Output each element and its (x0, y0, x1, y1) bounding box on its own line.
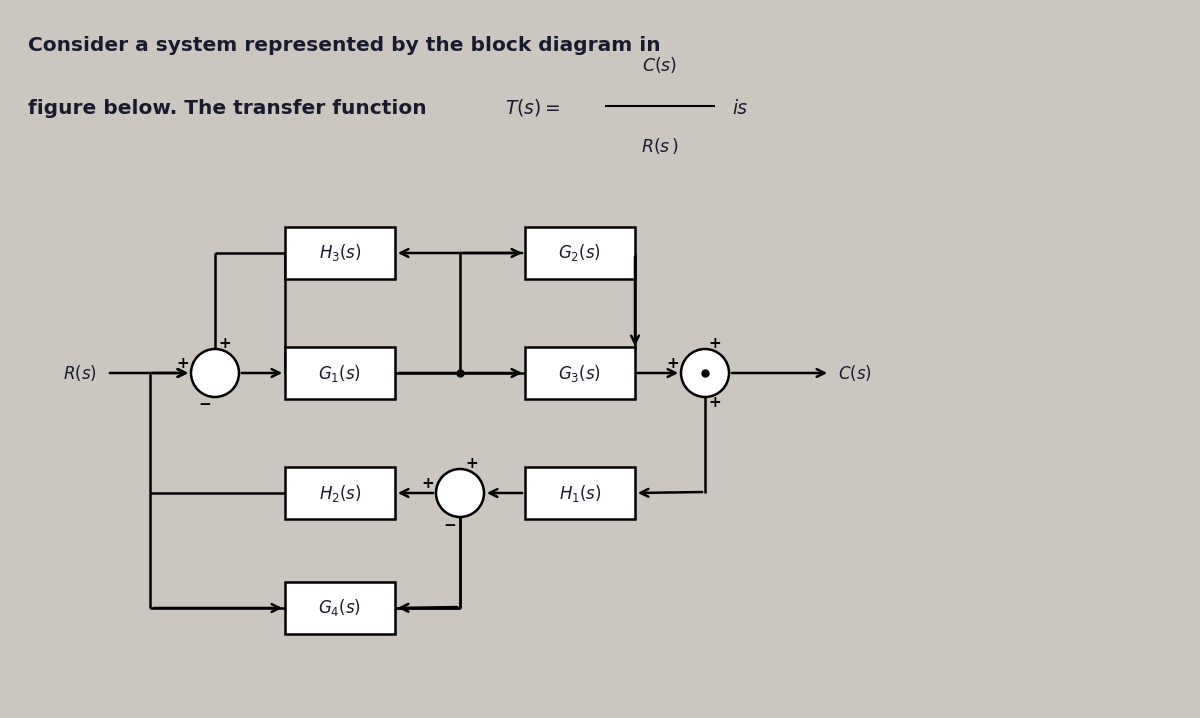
Text: $C(s)$: $C(s)$ (838, 363, 872, 383)
Bar (284, 467, 395, 519)
Text: +: + (709, 335, 721, 350)
Circle shape (682, 349, 730, 397)
Bar (284, 227, 395, 279)
Bar (526, 347, 635, 399)
Text: $H_2(s)$: $H_2(s)$ (319, 482, 361, 503)
Bar (284, 582, 395, 634)
Bar (526, 467, 635, 519)
Text: figure below. The transfer function: figure below. The transfer function (28, 98, 427, 118)
Text: $H_1(s)$: $H_1(s)$ (559, 482, 601, 503)
Text: +: + (218, 335, 232, 350)
Circle shape (191, 349, 239, 397)
Text: +: + (421, 475, 434, 490)
Text: $G_2(s)$: $G_2(s)$ (558, 243, 601, 264)
Text: +: + (176, 355, 190, 370)
Text: is: is (732, 98, 746, 118)
Text: $H_3(s)$: $H_3(s)$ (319, 243, 361, 264)
Text: −: − (444, 518, 456, 533)
Bar (526, 227, 635, 279)
Circle shape (436, 469, 484, 517)
Text: +: + (466, 455, 479, 470)
Text: Consider a system represented by the block diagram in: Consider a system represented by the blo… (28, 36, 661, 55)
Text: −: − (199, 398, 211, 413)
Text: $G_3(s)$: $G_3(s)$ (558, 363, 601, 383)
Text: $C(s)$: $C(s)$ (642, 55, 678, 75)
Text: $T(s)=$: $T(s)=$ (505, 98, 560, 118)
Text: $G_4(s)$: $G_4(s)$ (318, 597, 361, 618)
Text: +: + (667, 355, 679, 370)
Text: $R(s\,)$: $R(s\,)$ (641, 136, 679, 156)
Text: $R(s)$: $R(s)$ (64, 363, 97, 383)
Bar (284, 347, 395, 399)
Text: +: + (709, 396, 721, 411)
Text: $G_1(s)$: $G_1(s)$ (318, 363, 361, 383)
